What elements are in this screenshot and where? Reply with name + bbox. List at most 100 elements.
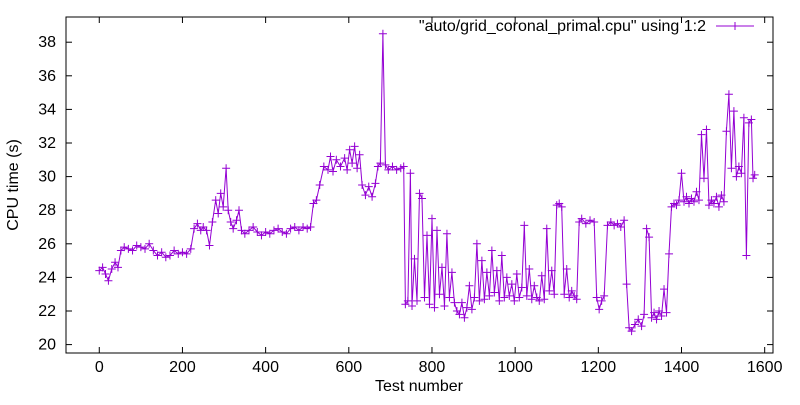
data-point-marker (680, 197, 689, 206)
data-point-marker (240, 229, 249, 238)
data-point-marker (149, 246, 158, 255)
data-point-marker (364, 182, 373, 191)
data-point-marker (420, 293, 429, 302)
data-point-marker (455, 310, 464, 319)
data-point-marker (442, 229, 451, 238)
data-point-marker (299, 223, 308, 231)
data-point-marker (111, 258, 120, 267)
data-point-marker (704, 201, 713, 210)
data-point-marker (286, 224, 295, 233)
data-point-marker (237, 226, 246, 235)
data-point-marker (290, 223, 299, 231)
data-point-marker (606, 217, 615, 226)
data-point-marker (547, 266, 556, 275)
y-tick-label: 34 (38, 101, 56, 118)
data-point-marker (682, 192, 691, 201)
data-point-marker (586, 216, 595, 225)
data-point-marker (572, 295, 581, 304)
data-point-marker (336, 162, 345, 171)
data-point-marker (485, 291, 494, 300)
data-point-marker (124, 244, 133, 253)
data-point-marker (116, 246, 125, 255)
data-point-marker (650, 308, 659, 317)
data-point-marker (739, 113, 748, 122)
y-tick-label: 36 (38, 68, 56, 85)
data-point-marker (657, 312, 666, 321)
data-point-marker (465, 281, 474, 290)
data-point-marker (348, 159, 357, 168)
data-point-marker (490, 288, 499, 297)
data-point-marker (620, 216, 629, 225)
data-point-marker (445, 293, 454, 302)
data-point-marker (447, 268, 456, 277)
data-point-marker (702, 125, 711, 134)
data-point-marker (540, 295, 549, 304)
data-point-marker (645, 233, 654, 242)
data-point-marker (689, 197, 698, 206)
y-tick-label: 24 (38, 269, 56, 286)
y-tick-label: 22 (38, 303, 56, 320)
data-point-marker (381, 160, 390, 169)
data-point-marker (560, 290, 569, 299)
data-point-marker (303, 224, 312, 233)
x-tick-label: 600 (335, 359, 362, 376)
data-point-marker (104, 276, 113, 285)
data-point-marker (642, 224, 651, 233)
data-point-marker (358, 181, 367, 189)
data-point-marker (378, 29, 387, 38)
legend: "auto/grid_coronal_primal.cpu" using 1:2 (419, 18, 754, 35)
data-point-marker (332, 155, 341, 164)
data-point-marker (178, 248, 187, 257)
data-point-marker (627, 327, 636, 336)
data-point-marker (353, 164, 362, 173)
data-point-marker (249, 223, 258, 231)
y-tick-label: 28 (38, 202, 56, 219)
data-point-marker (597, 296, 606, 305)
data-point-marker (410, 254, 419, 263)
data-point-marker (257, 231, 266, 240)
data-point-marker (208, 217, 217, 226)
data-point-marker (244, 226, 253, 235)
data-point-marker (403, 296, 412, 305)
data-point-marker (261, 228, 270, 237)
plot-frame (65, 16, 774, 354)
data-point-marker (600, 291, 609, 300)
data-point-marker (432, 226, 441, 235)
data-point-marker (98, 263, 107, 272)
x-axis-ticks: 0 200 400 600 800 1000 1200 1400 1600 (95, 17, 783, 376)
data-point-marker (467, 305, 476, 314)
data-point-marker (113, 263, 122, 272)
data-point-marker (345, 145, 354, 154)
y-tick-label: 26 (38, 236, 56, 253)
data-point-marker (734, 162, 743, 171)
x-tick-label: 800 (419, 359, 446, 376)
data-point-marker (95, 266, 104, 275)
data-point-marker (472, 239, 481, 248)
data-point-marker (371, 179, 380, 188)
y-axis-ticks: 20 22 24 26 28 30 32 34 36 38 (38, 34, 773, 354)
data-point-marker (141, 244, 150, 253)
data-point-marker (427, 214, 436, 223)
data-point-marker (128, 246, 137, 255)
data-point-marker (388, 162, 397, 171)
data-point-marker (211, 196, 220, 205)
series-layer (95, 29, 759, 336)
data-point-marker (350, 142, 359, 151)
data-point-marker (157, 248, 166, 257)
data-point-marker (319, 162, 328, 171)
data-point-marker (399, 162, 408, 171)
data-point-marker (592, 293, 601, 302)
data-point-marker (340, 154, 349, 163)
data-point-marker (665, 249, 674, 258)
data-point-marker (457, 298, 466, 307)
legend-series-marker (731, 22, 739, 30)
data-point-marker (306, 223, 315, 231)
data-point-marker (694, 196, 703, 205)
data-point-marker (742, 251, 751, 260)
data-point-marker (477, 256, 486, 265)
data-point-marker (662, 308, 671, 317)
data-point-marker (406, 169, 415, 178)
data-point-marker (492, 266, 501, 275)
data-point-marker (174, 249, 183, 258)
